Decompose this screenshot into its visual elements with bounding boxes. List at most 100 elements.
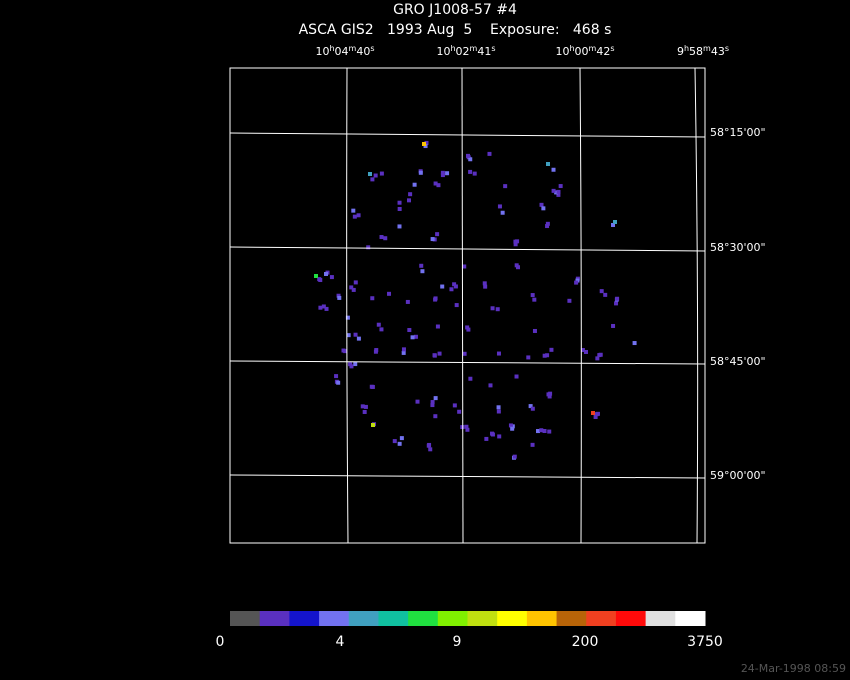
ra-label-part: h bbox=[329, 44, 334, 53]
source-pixel bbox=[530, 442, 535, 447]
bright-source bbox=[368, 172, 372, 176]
source-pixel bbox=[435, 232, 440, 237]
source-pixel bbox=[407, 328, 412, 333]
source-pixel bbox=[440, 170, 445, 175]
source-pixel bbox=[397, 224, 402, 229]
bright-source bbox=[591, 411, 595, 415]
source-pixel bbox=[418, 170, 423, 175]
source-pixel bbox=[554, 190, 559, 195]
source-pixel bbox=[615, 296, 620, 301]
source-pixel bbox=[556, 189, 561, 194]
source-pixel bbox=[464, 424, 469, 429]
source-pixel bbox=[482, 281, 487, 286]
source-pixel bbox=[445, 171, 450, 176]
source-pixel bbox=[440, 284, 445, 289]
ra-label-part: m bbox=[470, 44, 478, 53]
source-pixel bbox=[536, 429, 541, 434]
ra-label-part: 9 bbox=[677, 45, 684, 58]
source-pixel bbox=[549, 347, 554, 352]
source-pixel bbox=[336, 380, 341, 385]
source-pixel bbox=[408, 192, 413, 197]
colorbar-swatch bbox=[526, 611, 558, 626]
source-pixel bbox=[353, 332, 358, 337]
source-pixel bbox=[432, 237, 437, 242]
source-pixel bbox=[468, 157, 473, 162]
source-pixel bbox=[435, 324, 440, 329]
colorbar-swatch bbox=[378, 611, 409, 626]
ra-grid bbox=[346, 67, 349, 544]
ra-label-part: h bbox=[450, 44, 455, 53]
source-pixel bbox=[539, 202, 544, 207]
source-pixel bbox=[329, 275, 334, 280]
source-pixel bbox=[583, 349, 588, 354]
source-pixel bbox=[483, 284, 488, 289]
footer: 24-Mar-1998 08:59 bbox=[741, 662, 846, 675]
source-pixel bbox=[420, 269, 425, 274]
source-pixel bbox=[513, 242, 518, 247]
source-pixel bbox=[539, 428, 544, 433]
source-pixel bbox=[352, 214, 357, 219]
ra-label-part: 40 bbox=[356, 45, 370, 58]
source-pixel bbox=[337, 295, 342, 300]
source-pixel bbox=[528, 404, 533, 409]
source-pixel bbox=[348, 362, 353, 367]
dec-labels: 58°15'00" 58°30'00" 58°45'00" 59°00'00" bbox=[710, 126, 766, 482]
source-pixel bbox=[432, 353, 437, 358]
source-pixel bbox=[360, 404, 365, 409]
sources bbox=[314, 140, 637, 460]
ra-label-part: m bbox=[589, 44, 597, 53]
source-pixel bbox=[575, 278, 580, 283]
source-pixel bbox=[452, 282, 457, 287]
colorbar-swatch bbox=[645, 611, 676, 626]
source-pixel bbox=[490, 306, 495, 311]
source-pixel bbox=[526, 355, 531, 360]
source-pixel bbox=[496, 409, 501, 414]
source-pixel bbox=[472, 171, 477, 176]
source-pixel bbox=[318, 278, 323, 283]
source-pixel bbox=[436, 183, 441, 188]
source-pixel bbox=[465, 427, 470, 432]
dec-label: 58°45'00" bbox=[710, 355, 766, 368]
source-pixel bbox=[423, 144, 428, 149]
source-pixel bbox=[349, 364, 354, 369]
source-pixel bbox=[379, 235, 384, 240]
ra-label: 10h04m40s bbox=[315, 44, 374, 59]
source-pixel bbox=[593, 415, 598, 420]
source-pixel bbox=[595, 356, 600, 361]
source-pixel bbox=[351, 208, 356, 213]
source-pixel bbox=[321, 304, 326, 309]
source-pixel bbox=[510, 426, 515, 431]
ra-label-part: 10 bbox=[555, 45, 569, 58]
source-pixel bbox=[487, 151, 492, 156]
source-pixel bbox=[497, 204, 502, 209]
source-pixel bbox=[349, 285, 354, 290]
bright-source bbox=[324, 272, 328, 276]
ra-label-part: h bbox=[684, 44, 689, 53]
source-pixel bbox=[546, 392, 551, 397]
ra-label-part: h bbox=[569, 44, 574, 53]
source-pixel bbox=[369, 384, 374, 389]
ra-label-part: m bbox=[703, 44, 711, 53]
colorbar-swatch bbox=[497, 611, 528, 626]
source-pixel bbox=[430, 237, 435, 242]
source-pixel bbox=[567, 298, 572, 303]
source-pixel bbox=[497, 434, 502, 439]
source-pixel bbox=[397, 200, 402, 205]
ra-label: 10h02m41s bbox=[436, 44, 495, 59]
ra-grid bbox=[579, 67, 582, 544]
dec-grid bbox=[229, 474, 706, 479]
source-pixel bbox=[379, 327, 384, 332]
source-pixel bbox=[547, 429, 552, 434]
source-pixel bbox=[397, 441, 402, 446]
source-pixel bbox=[376, 322, 381, 327]
source-pixel bbox=[545, 353, 550, 358]
source-pixel bbox=[542, 428, 547, 433]
source-pixel bbox=[428, 447, 433, 452]
source-pixel bbox=[453, 284, 458, 289]
source-pixel bbox=[465, 325, 470, 330]
bright-source bbox=[613, 220, 617, 224]
ra-label-part: s bbox=[725, 44, 729, 53]
source-pixel bbox=[484, 436, 489, 441]
ra-label-part: 04 bbox=[335, 45, 349, 58]
source-pixel bbox=[490, 432, 495, 437]
